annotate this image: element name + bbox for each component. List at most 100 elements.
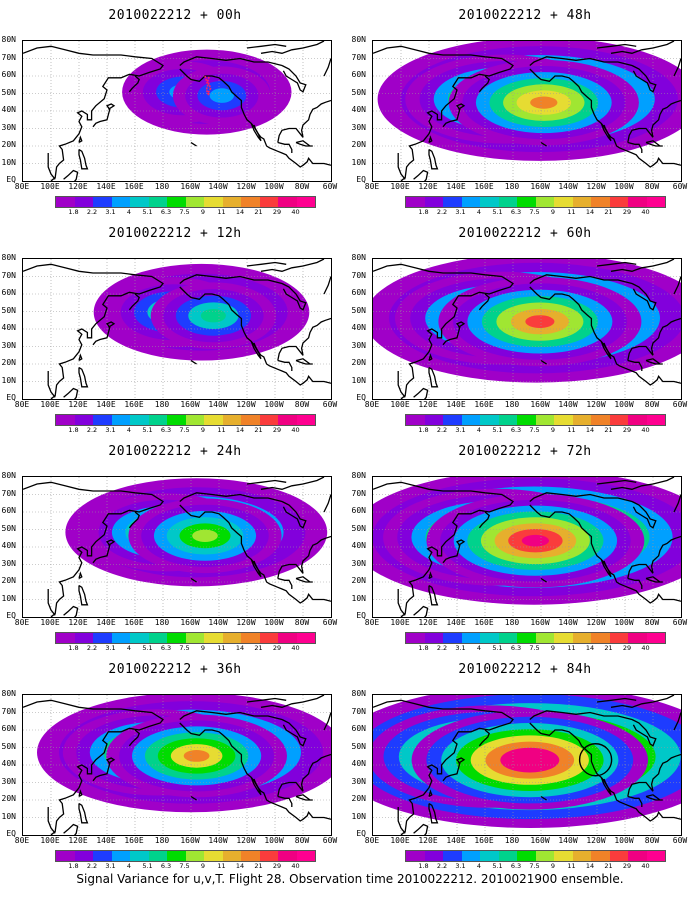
longitude-label: 100E bbox=[390, 182, 410, 191]
longitude-label: 120W bbox=[586, 400, 606, 409]
colorbar-label: 6.3 bbox=[510, 644, 522, 652]
latitude-label: 30N bbox=[351, 558, 366, 568]
longitude-label: 80W bbox=[644, 618, 660, 627]
latitude-label: 20N bbox=[351, 794, 366, 803]
map-canvas bbox=[373, 41, 681, 181]
colorbar-swatch bbox=[609, 415, 628, 425]
longitude-label: 140E bbox=[446, 400, 466, 409]
longitude-label: 120E bbox=[68, 836, 88, 845]
colorbar-label: 14 bbox=[235, 426, 245, 434]
longitude-label: 180 bbox=[154, 618, 170, 627]
colorbar-label: 5.1 bbox=[492, 862, 503, 870]
figure-caption: Signal Variance for u,v,T. Flight 28. Ob… bbox=[76, 872, 624, 886]
colorbar-label: 3.1 bbox=[105, 426, 116, 434]
colorbar-swatch bbox=[74, 851, 93, 861]
colorbar-swatch bbox=[167, 633, 186, 643]
longitude-label: 80E bbox=[364, 618, 380, 627]
colorbar-swatch bbox=[572, 415, 591, 425]
colorbar-label: 1.8 bbox=[418, 644, 429, 652]
longitude-label: 160E bbox=[124, 836, 144, 845]
map-panel: 2010022212 + 36h 80N 70N 60N 50N 40N 30N 20N 10N… bbox=[0, 654, 350, 872]
colorbar-label: 14 bbox=[585, 426, 595, 434]
longitude-label: 120E bbox=[418, 836, 438, 845]
colorbar-swatch bbox=[443, 633, 462, 643]
colorbar-label: 6.3 bbox=[510, 208, 522, 216]
colorbar bbox=[55, 414, 316, 426]
colorbar-label: 1.8 bbox=[68, 208, 79, 216]
colorbar-label: 29 bbox=[272, 426, 282, 434]
variance-contour bbox=[183, 750, 210, 762]
longitude-label: 160W bbox=[530, 400, 550, 409]
colorbar-swatch bbox=[498, 415, 517, 425]
colorbar-swatch bbox=[461, 851, 480, 861]
latitude-label: EQ bbox=[356, 611, 366, 620]
colorbar-swatch bbox=[111, 633, 130, 643]
map-panel: 2010022212 + 12h 80N 70N 60N 50N 40N 30N 20N 10N… bbox=[0, 218, 350, 436]
map-frame bbox=[372, 694, 682, 836]
longitude-label: 160E bbox=[124, 182, 144, 191]
longitude-label: 120W bbox=[236, 618, 256, 627]
graticule bbox=[23, 259, 331, 399]
colorbar-label: 40 bbox=[291, 208, 300, 216]
colorbar-swatch bbox=[517, 851, 536, 861]
variance-contour bbox=[192, 529, 218, 542]
longitude-label: 180 bbox=[154, 836, 170, 845]
variance-field bbox=[93, 263, 310, 361]
colorbar-label: 5.1 bbox=[142, 208, 153, 216]
colorbar-label: 21 bbox=[604, 426, 613, 434]
latitude-label: 50N bbox=[351, 305, 366, 315]
longitude-label: 60W bbox=[322, 182, 338, 191]
colorbar-swatch bbox=[74, 197, 93, 207]
colorbar-swatch bbox=[461, 197, 480, 207]
colorbar-label: 29 bbox=[622, 644, 632, 652]
flight-track bbox=[204, 75, 212, 96]
verification-region-circle bbox=[578, 743, 613, 777]
panel-grid: 2010022212 + 00h 80N 70N 60N 50N 40N 30N 20N 10N… bbox=[0, 8, 688, 872]
colorbar-label: 5.1 bbox=[492, 208, 503, 216]
latitude-label: 20N bbox=[1, 140, 16, 149]
latitude-label: 50N bbox=[351, 87, 366, 97]
colorbar-swatch bbox=[517, 633, 536, 643]
colorbar-swatch bbox=[259, 633, 278, 643]
colorbar-swatch bbox=[93, 197, 112, 207]
colorbar-label: 3.1 bbox=[455, 862, 466, 870]
colorbar-label: 7.5 bbox=[529, 426, 540, 434]
longitude-label: 60W bbox=[322, 618, 338, 627]
graticule bbox=[23, 41, 331, 181]
colorbar-label: 14 bbox=[585, 208, 595, 216]
colorbar-label: 7.5 bbox=[529, 862, 540, 870]
graticule bbox=[373, 695, 681, 835]
latitude-label: 70N bbox=[1, 706, 16, 716]
latitude-label: 10N bbox=[351, 375, 366, 385]
colorbar-label: 7.5 bbox=[179, 208, 190, 216]
colorbar-swatch bbox=[296, 851, 315, 861]
latitude-label: 70N bbox=[351, 706, 366, 716]
colorbar-swatch bbox=[572, 851, 591, 861]
longitude-label: 140W bbox=[208, 182, 228, 191]
colorbar-swatch bbox=[204, 197, 223, 207]
map-frame bbox=[22, 258, 332, 400]
longitude-label: 80E bbox=[14, 400, 30, 409]
panel-title: 2010022212 + 48h bbox=[458, 8, 592, 23]
colorbar-swatch bbox=[185, 851, 204, 861]
longitude-label: 180 bbox=[154, 400, 170, 409]
colorbar-swatch bbox=[241, 851, 260, 861]
colorbar-label: 1.8 bbox=[68, 426, 79, 434]
colorbar-swatch bbox=[93, 633, 112, 643]
longitude-label: 120W bbox=[236, 836, 256, 845]
colorbar-swatch bbox=[259, 415, 278, 425]
colorbar-swatch bbox=[591, 197, 610, 207]
longitude-label: 140E bbox=[96, 182, 116, 191]
colorbar-swatch bbox=[646, 415, 665, 425]
latitude-label: 40N bbox=[351, 105, 366, 114]
colorbar-swatch bbox=[406, 633, 425, 643]
latitude-label: 50N bbox=[1, 741, 16, 751]
longitude-label: 120E bbox=[68, 618, 88, 627]
longitude-label: 100W bbox=[614, 182, 634, 191]
longitude-label: 60W bbox=[672, 400, 688, 409]
colorbar-label: 7.5 bbox=[529, 644, 540, 652]
latitude-label: 60N bbox=[351, 724, 366, 733]
colorbar-label: 7.5 bbox=[179, 644, 190, 652]
coastline bbox=[373, 695, 681, 835]
colorbar-label: 4 bbox=[476, 208, 482, 216]
